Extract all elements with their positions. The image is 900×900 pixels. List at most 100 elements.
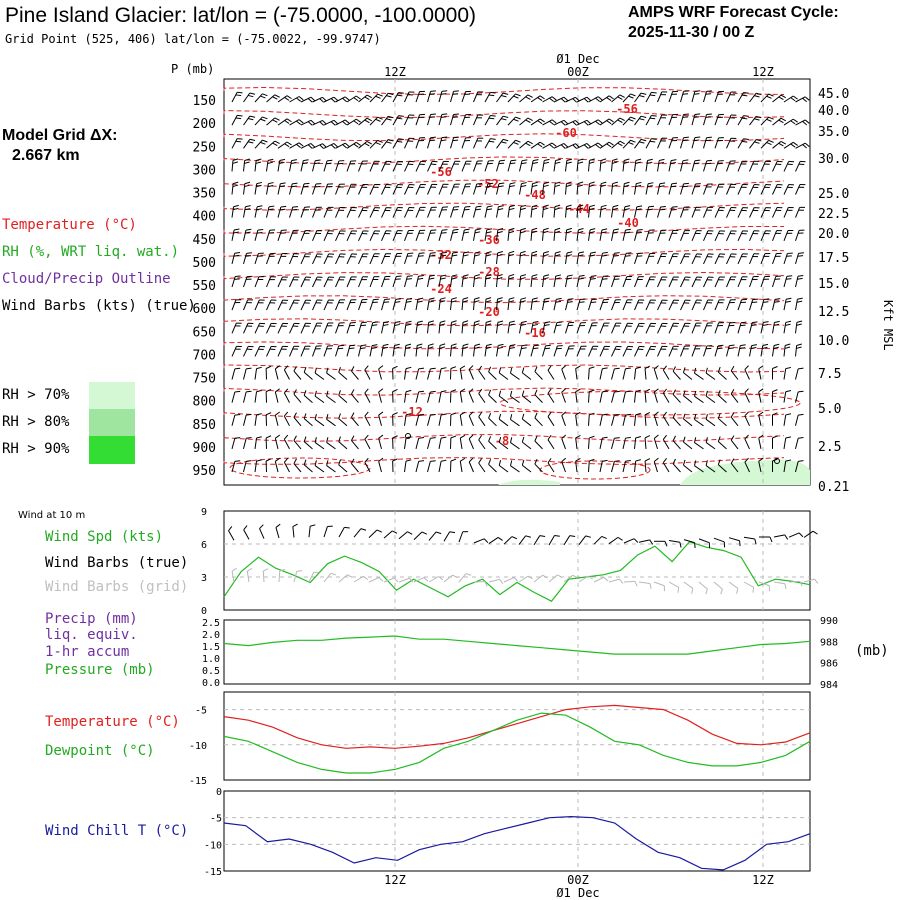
wind-barb	[289, 253, 300, 265]
barb-feather	[417, 277, 424, 280]
barb-feather	[310, 524, 316, 527]
wind-barb	[749, 184, 760, 195]
barb-feather	[451, 323, 457, 326]
barb-feather	[247, 322, 254, 324]
barb-staff	[795, 142, 806, 149]
wind-barb	[392, 230, 403, 241]
barb-feather	[382, 346, 389, 349]
barb-feather	[796, 320, 803, 323]
wind-barb	[611, 367, 620, 380]
barb-feather	[484, 581, 488, 587]
barb-staff	[522, 395, 532, 403]
barb-staff	[553, 160, 557, 172]
wind-barb	[415, 413, 425, 426]
height-tick-label: 12.5	[818, 305, 849, 320]
barb-staff	[730, 439, 739, 450]
wind-barb	[231, 390, 241, 403]
wind-barb	[565, 345, 575, 357]
barb-feather	[586, 119, 592, 125]
barb-staff	[266, 323, 272, 334]
wind-barb	[459, 457, 466, 473]
wind-barb	[369, 321, 379, 334]
barb-feather	[639, 141, 645, 144]
barb-feather	[752, 163, 759, 165]
barb-feather	[568, 298, 574, 300]
wind-barb	[450, 274, 458, 288]
barb-staff	[300, 160, 304, 172]
wind-barb	[381, 139, 394, 149]
barb-staff	[518, 575, 529, 583]
barb-feather	[547, 434, 552, 440]
barb-feather	[428, 320, 434, 323]
barb-staff	[478, 393, 486, 403]
barb-staff	[378, 461, 382, 473]
barb-feather	[327, 232, 333, 235]
barb-staff	[266, 299, 272, 311]
barb-feather	[742, 207, 749, 209]
wind-barb	[415, 252, 425, 265]
wind-barb	[645, 345, 657, 357]
barb-feather	[429, 232, 436, 234]
barb-feather	[392, 435, 398, 439]
wind-barb	[404, 252, 414, 265]
barb-feather	[279, 161, 285, 164]
barb-feather	[579, 298, 586, 301]
barb-staff	[312, 322, 318, 334]
wind-barb	[438, 367, 447, 380]
barb-feather	[754, 207, 760, 209]
wind-barb	[691, 276, 703, 288]
barb-feather	[740, 321, 747, 324]
barb-feather	[673, 276, 679, 278]
barb-feather	[339, 322, 345, 324]
dewpoint-label: Dewpoint (°C)	[45, 743, 155, 759]
barb-staff	[243, 229, 247, 241]
barb-feather	[637, 348, 644, 350]
barb-staff	[323, 253, 330, 265]
wind-barb	[404, 160, 415, 172]
wind-barb	[576, 322, 586, 334]
wind-barb	[530, 118, 545, 126]
wind-barb-10m	[338, 526, 350, 538]
barb-feather	[275, 457, 280, 462]
barb-staff	[519, 140, 529, 149]
barb-feather	[452, 116, 459, 118]
barb-feather	[305, 299, 312, 301]
wind-barb	[274, 411, 280, 426]
barb-feather	[683, 182, 689, 185]
wind-barb	[599, 322, 610, 334]
barb-feather	[304, 325, 310, 327]
barb-staff	[346, 230, 353, 242]
wind-barb	[534, 458, 543, 473]
wind-barb	[231, 114, 243, 126]
barb-staff	[645, 276, 651, 288]
barb-feather	[510, 414, 513, 420]
barb-feather	[396, 94, 403, 97]
barb-feather	[407, 531, 413, 535]
barb-feather	[304, 206, 310, 208]
barb-feather	[592, 322, 598, 324]
barb-staff	[338, 395, 348, 403]
barb-feather	[719, 207, 725, 209]
wind-barb	[496, 251, 503, 264]
barb-feather	[800, 160, 806, 163]
barb-staff	[496, 160, 501, 172]
wind-barb	[293, 458, 302, 473]
barb-staff	[645, 346, 652, 357]
barb-staff	[644, 460, 647, 473]
barb-staff	[358, 94, 368, 103]
barb-feather	[303, 185, 309, 188]
barb-feather	[262, 93, 268, 97]
wind-barb	[350, 458, 359, 473]
barb-feather	[812, 530, 818, 535]
barb-staff	[519, 94, 529, 103]
barb-staff	[427, 391, 431, 403]
wind-barb	[519, 320, 527, 334]
barb-staff	[576, 299, 581, 311]
wind-barb-10m	[759, 536, 773, 543]
barb-feather	[603, 576, 609, 582]
barb-feather	[317, 276, 323, 278]
barb-staff	[488, 417, 497, 427]
barb-staff	[653, 391, 658, 403]
barb-feather	[636, 208, 642, 211]
barb-feather	[408, 137, 415, 139]
